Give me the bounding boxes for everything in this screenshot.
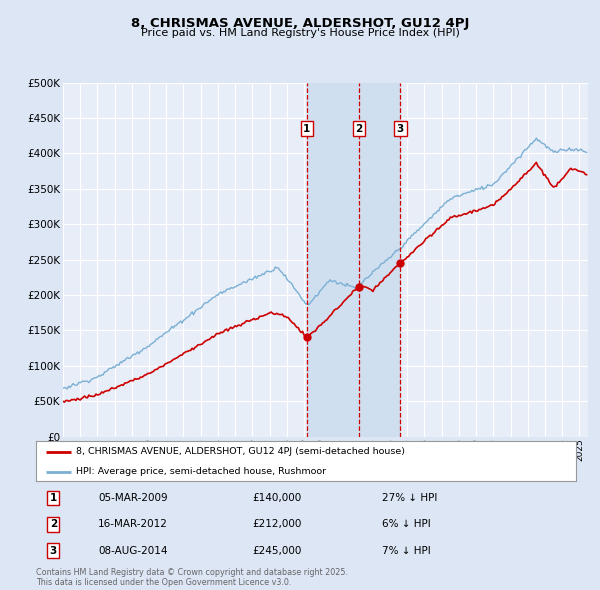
Text: 8, CHRISMAS AVENUE, ALDERSHOT, GU12 4PJ: 8, CHRISMAS AVENUE, ALDERSHOT, GU12 4PJ <box>131 17 469 30</box>
Text: 2: 2 <box>356 124 363 133</box>
Text: Contains HM Land Registry data © Crown copyright and database right 2025.
This d: Contains HM Land Registry data © Crown c… <box>36 568 348 587</box>
Text: 05-MAR-2009: 05-MAR-2009 <box>98 493 168 503</box>
Text: 08-AUG-2014: 08-AUG-2014 <box>98 546 167 556</box>
Text: 27% ↓ HPI: 27% ↓ HPI <box>382 493 437 503</box>
Text: 3: 3 <box>50 546 57 556</box>
Text: 7% ↓ HPI: 7% ↓ HPI <box>382 546 430 556</box>
Text: 6% ↓ HPI: 6% ↓ HPI <box>382 519 430 529</box>
Text: 1: 1 <box>50 493 57 503</box>
Text: 8, CHRISMAS AVENUE, ALDERSHOT, GU12 4PJ (semi-detached house): 8, CHRISMAS AVENUE, ALDERSHOT, GU12 4PJ … <box>77 447 406 456</box>
Text: 2: 2 <box>50 519 57 529</box>
Text: £140,000: £140,000 <box>252 493 301 503</box>
Text: 1: 1 <box>303 124 311 133</box>
Text: Price paid vs. HM Land Registry's House Price Index (HPI): Price paid vs. HM Land Registry's House … <box>140 28 460 38</box>
Bar <box>307 83 400 437</box>
Text: 16-MAR-2012: 16-MAR-2012 <box>98 519 168 529</box>
Text: HPI: Average price, semi-detached house, Rushmoor: HPI: Average price, semi-detached house,… <box>77 467 326 476</box>
Text: 3: 3 <box>397 124 404 133</box>
Text: £212,000: £212,000 <box>252 519 301 529</box>
Text: £245,000: £245,000 <box>252 546 301 556</box>
